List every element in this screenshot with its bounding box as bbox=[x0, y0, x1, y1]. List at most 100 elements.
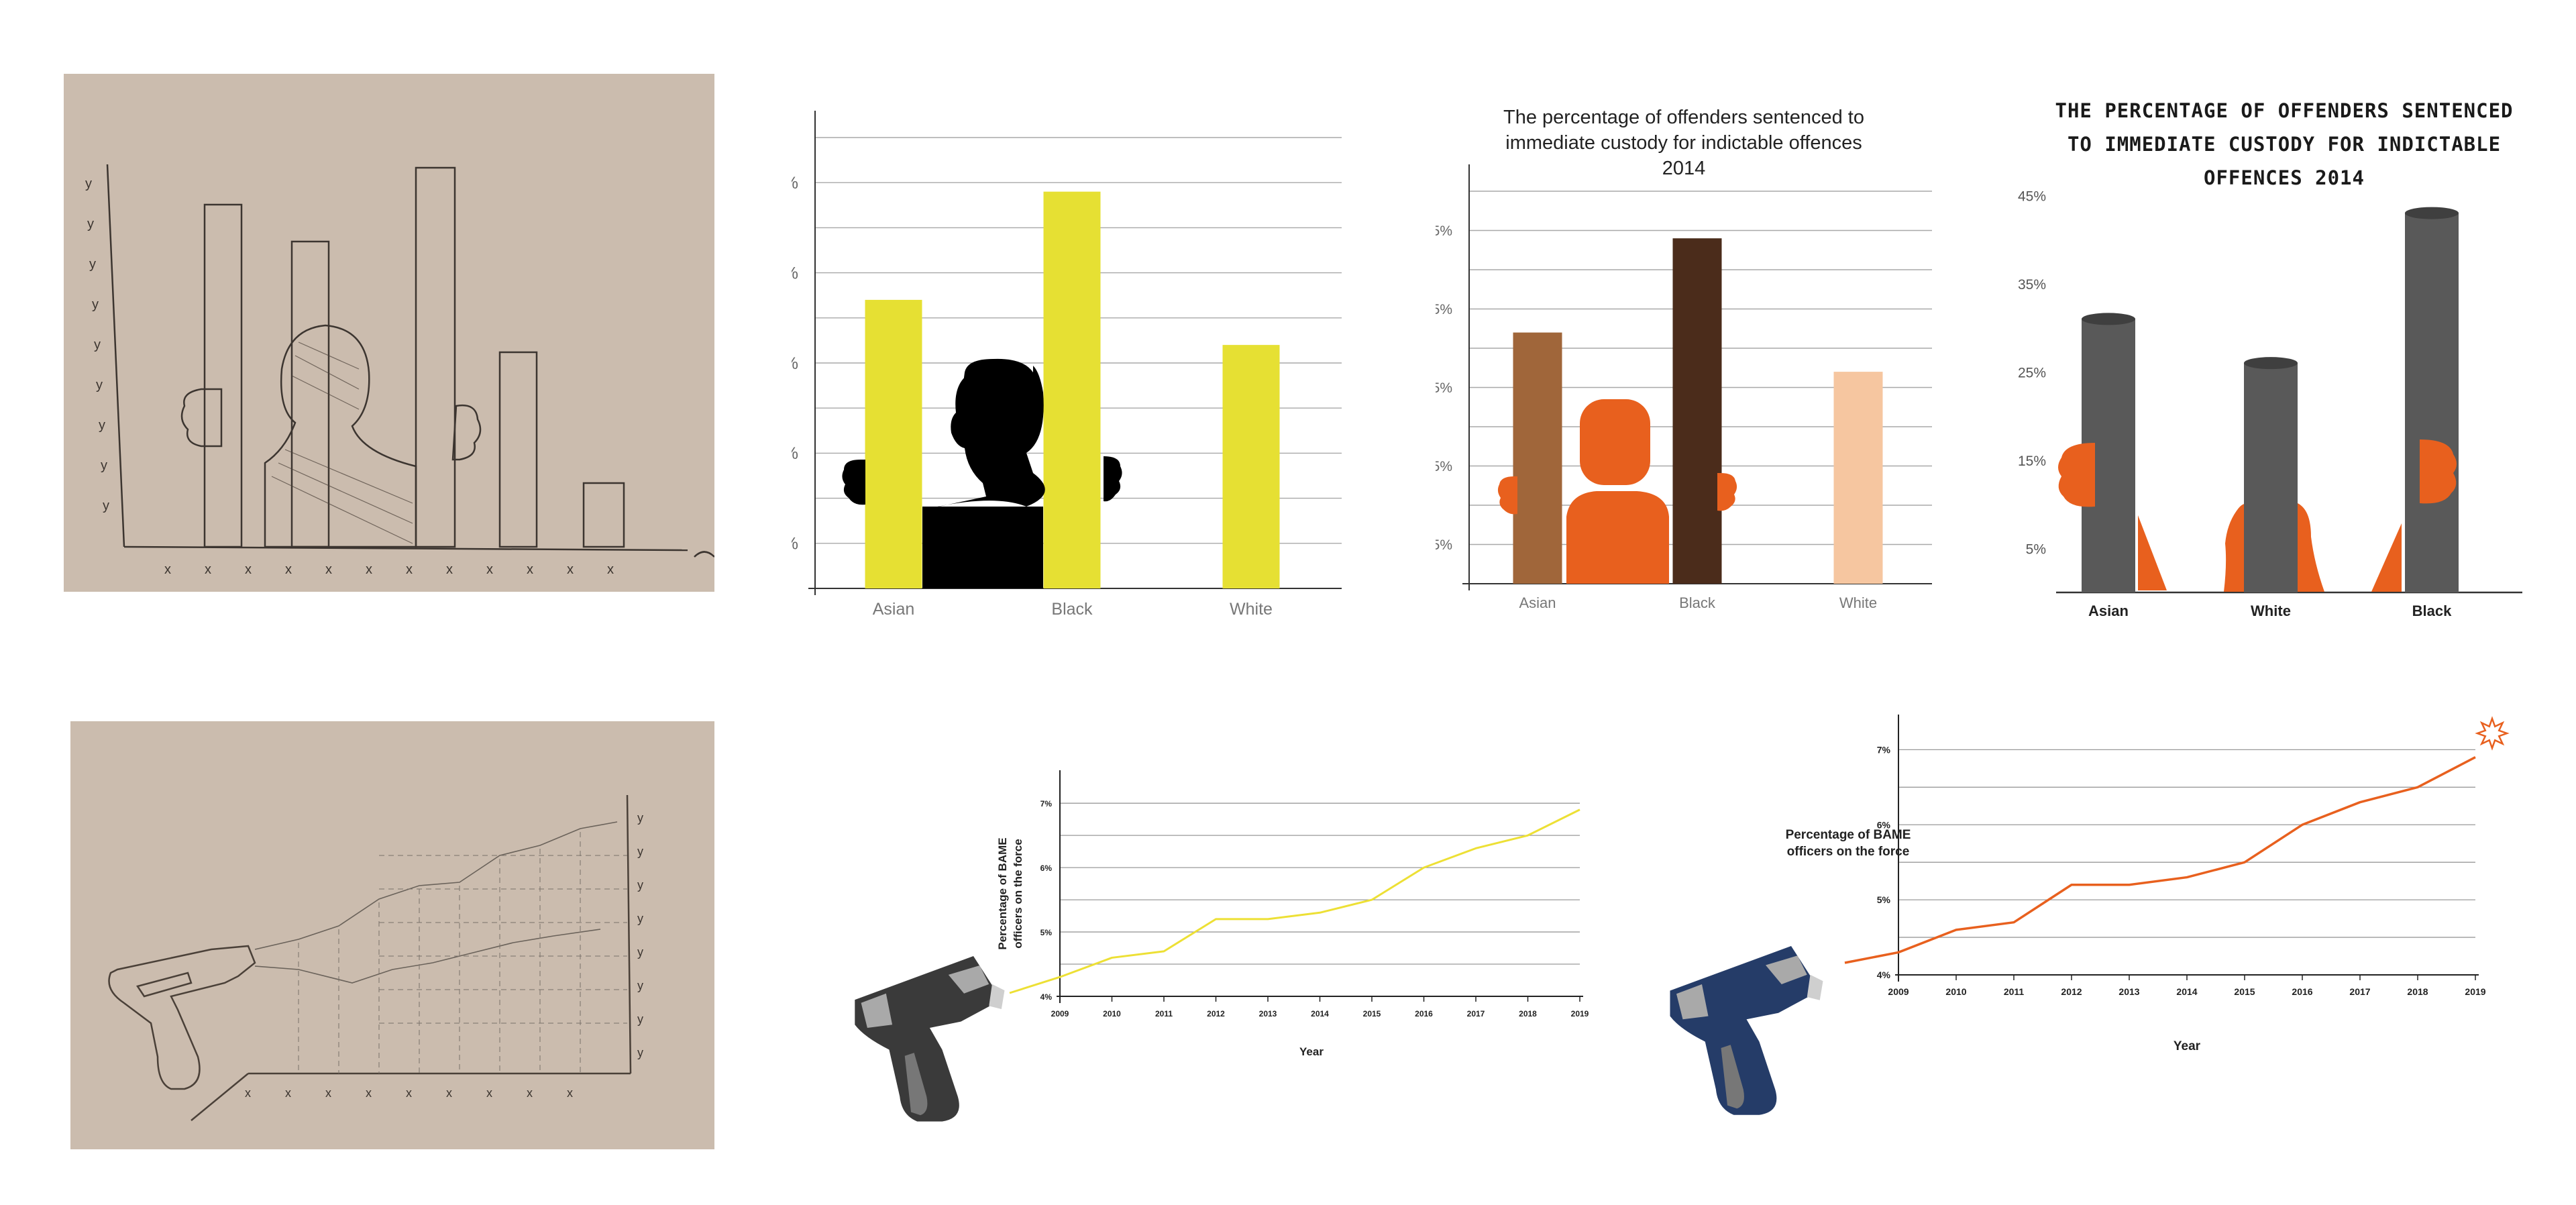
y-axis-label-line: officers on the force bbox=[1787, 845, 1910, 859]
svg-text:y: y bbox=[637, 912, 643, 925]
line-chart-sketch-drawing: y y y y y y y y x x x x x x x x x bbox=[108, 794, 643, 1121]
svg-text:x: x bbox=[486, 562, 493, 577]
y-tick-label: 15% bbox=[2018, 454, 2046, 469]
svg-text:x: x bbox=[366, 1086, 372, 1100]
bar-black bbox=[1043, 191, 1101, 588]
bar-white bbox=[1222, 345, 1280, 588]
figure-head bbox=[1580, 399, 1650, 485]
x-tick-label: 2018 bbox=[2407, 986, 2428, 997]
x-tick-label: 2015 bbox=[1363, 1009, 1381, 1018]
y-tick-label: 45% bbox=[792, 174, 798, 193]
bar-cap bbox=[2405, 207, 2459, 219]
x-axis-label: Year bbox=[1299, 1045, 1324, 1058]
y-tick-label: 5% bbox=[2026, 541, 2046, 557]
taser-panel bbox=[1676, 984, 1709, 1020]
y-tick-label: 35% bbox=[792, 264, 798, 282]
x-tick-label: White bbox=[2251, 602, 2291, 619]
x-tick-label: 2016 bbox=[2292, 986, 2312, 997]
x-tick-label: 2009 bbox=[1888, 986, 1909, 997]
y-tick-label: 45% bbox=[2018, 189, 2046, 204]
y-tick-label: 25% bbox=[2018, 365, 2046, 380]
svg-text:y: y bbox=[637, 1012, 643, 1026]
fist-gripping-bar-icon bbox=[1497, 476, 1517, 515]
brown-bar-chart: The percentage of offenders sentenced to… bbox=[1424, 101, 1945, 624]
x-tick-label: 2009 bbox=[1051, 1009, 1069, 1018]
x-tick-label: 2019 bbox=[2465, 986, 2485, 997]
y-tick-label: 4% bbox=[1877, 970, 1891, 980]
bar-white bbox=[2244, 363, 2298, 592]
y-tick-label: 35% bbox=[1436, 302, 1452, 317]
star-burst-icon bbox=[2475, 716, 2510, 751]
svg-text:x: x bbox=[527, 1086, 533, 1100]
y-tick-label: 7% bbox=[1877, 744, 1891, 755]
x-tick-label: 2014 bbox=[1311, 1009, 1329, 1018]
fist-gripping-bar-icon bbox=[1717, 473, 1737, 511]
svg-text:y: y bbox=[637, 878, 643, 892]
bar-black bbox=[2405, 213, 2459, 592]
taser-tip bbox=[1807, 974, 1823, 1000]
x-tick-label: 2019 bbox=[1571, 1009, 1589, 1018]
y-tick-label: 7% bbox=[1040, 799, 1053, 808]
orange-shard bbox=[2138, 515, 2167, 590]
fist-gripping-bar-icon bbox=[2420, 439, 2457, 504]
y-tick-label: 6% bbox=[1040, 863, 1053, 873]
y-tick-label: 45% bbox=[1436, 223, 1452, 239]
prisoner-body bbox=[922, 507, 1043, 588]
y-tick-label: 35% bbox=[2018, 277, 2046, 293]
bar-chart-sketch-drawing: y y y y y y y y y x x x x x x x x x x x x bbox=[85, 164, 715, 577]
x-tick-label: White bbox=[1839, 594, 1877, 611]
y-axis-label-line: Percentage of BAME bbox=[996, 837, 1009, 949]
svg-text:x: x bbox=[164, 562, 171, 577]
taser-gun-icon bbox=[855, 956, 1005, 1122]
svg-text:x: x bbox=[406, 562, 413, 577]
svg-text:y: y bbox=[89, 257, 96, 272]
y-tick-label: 25% bbox=[1436, 380, 1452, 396]
bar-chart-sketch: y y y y y y y y y x x x x x x x x x x x x bbox=[64, 74, 715, 592]
prisoner-head bbox=[959, 358, 1034, 413]
y-axis-label-line: Percentage of BAME bbox=[1786, 828, 1911, 842]
svg-text:x: x bbox=[607, 562, 614, 577]
svg-text:y: y bbox=[101, 458, 107, 473]
series-line bbox=[1844, 756, 2476, 964]
yellow-line-chart: 4% 5% 6% 7% 2009 2010 2011 2012 2013 2014 2015 2016… bbox=[832, 751, 1603, 1141]
bar-white bbox=[1833, 372, 1883, 584]
svg-text:x: x bbox=[245, 562, 252, 577]
svg-text:x: x bbox=[245, 1086, 251, 1100]
taser-panel bbox=[1766, 955, 1807, 984]
svg-text:y: y bbox=[94, 337, 101, 352]
figure-body bbox=[1566, 491, 1669, 584]
x-tick-label: 2013 bbox=[1259, 1009, 1277, 1018]
x-tick-label: 2017 bbox=[1467, 1009, 1485, 1018]
svg-text:x: x bbox=[486, 1086, 492, 1100]
x-tick-label: 2012 bbox=[1207, 1009, 1225, 1018]
taser-body bbox=[1670, 946, 1820, 1115]
taser-tip bbox=[989, 984, 1005, 1010]
x-tick-label: 2016 bbox=[1415, 1009, 1433, 1018]
svg-text:x: x bbox=[325, 1086, 331, 1100]
fist-gripping-bar-icon bbox=[1104, 456, 1122, 502]
taser-panel bbox=[861, 993, 893, 1028]
chart-title: THE PERCENTAGE OF OFFENDERS SENTENCED TO… bbox=[2055, 99, 2514, 189]
prisoner-silhouette-icon bbox=[922, 366, 1045, 588]
y-axis-label: Percentage of BAME officers on the force bbox=[996, 837, 1024, 949]
x-tick-label: White bbox=[1230, 600, 1273, 619]
svg-text:y: y bbox=[637, 845, 643, 858]
x-tick-label: 2010 bbox=[1103, 1009, 1121, 1018]
svg-text:x: x bbox=[446, 1086, 452, 1100]
svg-text:y: y bbox=[99, 418, 105, 433]
bar-asian bbox=[865, 299, 922, 588]
x-tick-label: 2014 bbox=[2176, 986, 2197, 997]
x-tick-label: 2013 bbox=[2118, 986, 2139, 997]
svg-text:x: x bbox=[285, 562, 292, 577]
x-tick-label: 2012 bbox=[2061, 986, 2082, 997]
svg-text:x: x bbox=[567, 1086, 573, 1100]
x-tick-label: Asian bbox=[2088, 602, 2129, 619]
y-tick-label: 5% bbox=[792, 535, 798, 554]
y-tick-label: 15% bbox=[792, 444, 798, 463]
y-tick-label: 5% bbox=[1877, 894, 1891, 905]
svg-text:y: y bbox=[103, 499, 109, 513]
taser-panel bbox=[948, 965, 989, 994]
yellow-bar-chart-svg: 5% 15% 25% 35% 45% Asian Black White bbox=[765, 111, 1342, 619]
svg-text:y: y bbox=[85, 176, 92, 191]
x-tick-label: Asian bbox=[873, 600, 915, 619]
